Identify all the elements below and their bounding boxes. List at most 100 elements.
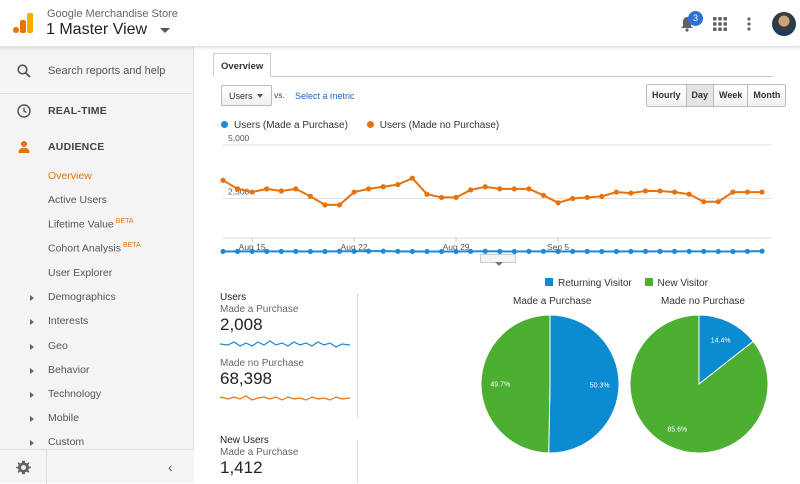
data-point[interactable]: [352, 189, 357, 194]
data-point[interactable]: [250, 189, 255, 194]
data-point[interactable]: [220, 178, 225, 183]
data-point[interactable]: [745, 249, 750, 254]
data-point[interactable]: [439, 249, 444, 254]
metric-dropdown[interactable]: Users: [221, 85, 272, 106]
data-point[interactable]: [439, 195, 444, 200]
data-point[interactable]: [366, 186, 371, 191]
data-point[interactable]: [657, 249, 662, 254]
sidebar-item-geo[interactable]: Geo: [0, 336, 194, 358]
granularity-week-button[interactable]: Week: [714, 85, 748, 106]
data-point[interactable]: [701, 249, 706, 254]
data-point[interactable]: [468, 249, 473, 254]
apps-grid-icon[interactable]: [713, 17, 727, 31]
data-point[interactable]: [453, 195, 458, 200]
data-point[interactable]: [308, 249, 313, 254]
data-point[interactable]: [730, 189, 735, 194]
legend-item[interactable]: Users (Made a Purchase): [221, 120, 348, 131]
data-point[interactable]: [687, 249, 692, 254]
data-point[interactable]: [555, 249, 560, 254]
data-point[interactable]: [395, 182, 400, 187]
data-point[interactable]: [483, 184, 488, 189]
granularity-day-button[interactable]: Day: [687, 85, 715, 106]
sidebar-item-interests[interactable]: Interests: [0, 311, 194, 333]
granularity-month-button[interactable]: Month: [748, 85, 785, 106]
data-point[interactable]: [395, 249, 400, 254]
chevron-down-icon[interactable]: [160, 28, 170, 33]
sidebar-item-audience[interactable]: AUDIENCE: [0, 130, 194, 164]
sidebar-item-behavior[interactable]: Behavior: [0, 360, 194, 382]
tab-overview[interactable]: Overview: [213, 53, 271, 77]
sidebar-search[interactable]: Search reports and help: [0, 47, 194, 94]
data-point[interactable]: [293, 249, 298, 254]
sidebar-item-overview[interactable]: Overview: [0, 166, 194, 188]
data-point[interactable]: [497, 186, 502, 191]
data-point[interactable]: [279, 188, 284, 193]
data-point[interactable]: [759, 249, 764, 254]
data-point[interactable]: [745, 189, 750, 194]
data-point[interactable]: [701, 199, 706, 204]
collapse-chevron-icon[interactable]: ‹: [168, 462, 173, 472]
data-point[interactable]: [526, 249, 531, 254]
data-point[interactable]: [687, 192, 692, 197]
data-point[interactable]: [424, 249, 429, 254]
account-name[interactable]: Google Merchandise Store: [47, 8, 178, 20]
data-point[interactable]: [585, 195, 590, 200]
data-point[interactable]: [410, 176, 415, 181]
data-point[interactable]: [614, 249, 619, 254]
analytics-logo[interactable]: [12, 12, 34, 34]
data-point[interactable]: [352, 249, 357, 254]
legend-item[interactable]: Users (Made no Purchase): [367, 120, 500, 131]
data-point[interactable]: [279, 249, 284, 254]
data-point[interactable]: [250, 249, 255, 254]
data-point[interactable]: [570, 249, 575, 254]
data-point[interactable]: [424, 192, 429, 197]
data-point[interactable]: [555, 200, 560, 205]
data-point[interactable]: [541, 249, 546, 254]
data-point[interactable]: [366, 249, 371, 254]
avatar[interactable]: [772, 12, 796, 36]
data-point[interactable]: [220, 249, 225, 254]
data-point[interactable]: [599, 194, 604, 199]
gear-icon[interactable]: [16, 460, 31, 475]
chart-resize-handle[interactable]: [480, 254, 516, 263]
sidebar-item-mobile[interactable]: Mobile: [0, 408, 194, 430]
sidebar-item-demographics[interactable]: Demographics: [0, 287, 194, 309]
sidebar-item-realtime[interactable]: REAL-TIME: [0, 94, 194, 128]
data-point[interactable]: [672, 189, 677, 194]
data-point[interactable]: [453, 249, 458, 254]
granularity-hourly-button[interactable]: Hourly: [647, 85, 687, 106]
data-point[interactable]: [672, 249, 677, 254]
data-point[interactable]: [337, 202, 342, 207]
legend-item[interactable]: New Visitor: [645, 278, 708, 289]
data-point[interactable]: [716, 199, 721, 204]
data-point[interactable]: [716, 249, 721, 254]
data-point[interactable]: [643, 188, 648, 193]
data-point[interactable]: [599, 249, 604, 254]
data-point[interactable]: [759, 189, 764, 194]
data-point[interactable]: [468, 187, 473, 192]
data-point[interactable]: [381, 249, 386, 254]
data-point[interactable]: [322, 202, 327, 207]
select-metric-link[interactable]: Select a metric: [295, 91, 355, 101]
data-point[interactable]: [322, 249, 327, 254]
data-point[interactable]: [410, 249, 415, 254]
data-point[interactable]: [628, 249, 633, 254]
data-point[interactable]: [308, 194, 313, 199]
view-selector[interactable]: 1 Master View: [46, 21, 147, 39]
data-point[interactable]: [381, 184, 386, 189]
data-point[interactable]: [643, 249, 648, 254]
data-point[interactable]: [585, 249, 590, 254]
data-point[interactable]: [614, 189, 619, 194]
data-point[interactable]: [264, 249, 269, 254]
data-point[interactable]: [570, 196, 575, 201]
data-point[interactable]: [526, 186, 531, 191]
data-point[interactable]: [337, 249, 342, 254]
sidebar-item-active-users[interactable]: Active Users: [0, 190, 194, 212]
data-point[interactable]: [730, 249, 735, 254]
data-point[interactable]: [264, 186, 269, 191]
data-point[interactable]: [235, 249, 240, 254]
sidebar-item-technology[interactable]: Technology: [0, 384, 194, 406]
data-point[interactable]: [628, 191, 633, 196]
